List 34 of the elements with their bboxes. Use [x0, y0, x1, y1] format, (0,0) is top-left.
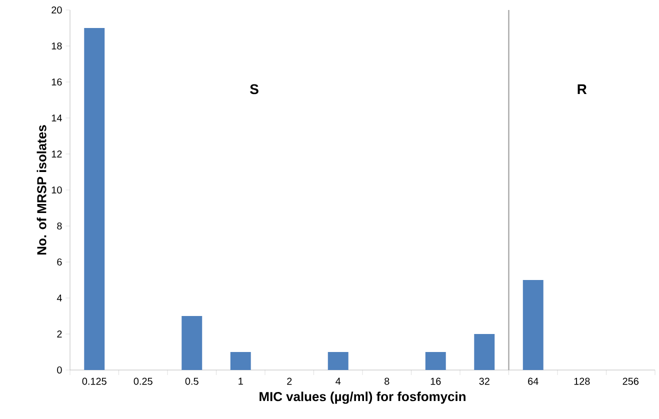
y-tick-label: 12: [52, 150, 62, 158]
x-tick-label: 1: [238, 378, 243, 385]
x-tick-label: 256: [622, 378, 639, 385]
y-tick-label: 6: [57, 258, 62, 266]
bar: [230, 352, 251, 370]
x-tick-label: 2: [287, 378, 292, 385]
annotation: R: [578, 84, 587, 94]
bar: [474, 334, 495, 370]
y-tick-label: 0: [57, 366, 62, 374]
y-tick-label: 8: [57, 222, 62, 230]
x-tick-label: 16: [430, 378, 441, 385]
y-tick-label: 10: [52, 186, 62, 194]
x-tick-label: 0.25: [134, 378, 152, 385]
y-tick-label: 18: [52, 42, 62, 50]
x-tick-label: 128: [574, 378, 590, 385]
bar: [425, 352, 446, 370]
y-tick-label: 20: [52, 6, 62, 14]
x-tick-label: 0.5: [185, 378, 198, 385]
bar: [522, 280, 544, 370]
x-tick-label: 8: [384, 378, 390, 385]
x-tick-label: 4: [336, 378, 341, 385]
x-tick-label: 0.125: [82, 378, 106, 385]
bar: [328, 352, 348, 370]
y-tick-label: 4: [56, 294, 62, 302]
y-axis-title: No. of MRSP isolates: [36, 125, 46, 255]
x-tick-label: 64: [528, 378, 538, 385]
x-axis-title: MIC values (µg/ml) for fosfomycin: [260, 392, 466, 404]
y-tick-label: 14: [52, 114, 62, 122]
bar: [84, 28, 105, 370]
bar: [182, 316, 202, 370]
y-tick-label: 16: [52, 78, 62, 86]
annotation: S: [250, 84, 258, 94]
y-tick-label: 2: [57, 330, 62, 338]
x-tick-label: 32: [479, 378, 490, 385]
